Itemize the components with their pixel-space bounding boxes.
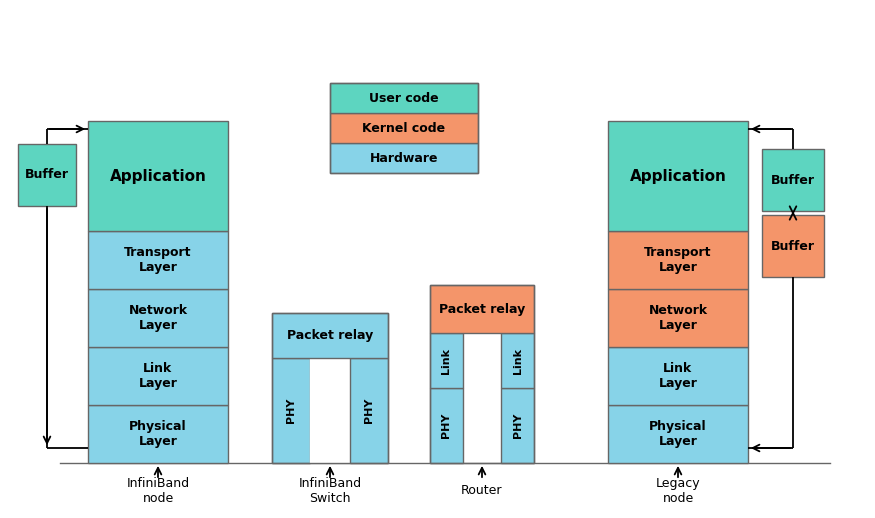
Text: PHY: PHY bbox=[442, 413, 452, 438]
Text: PHY: PHY bbox=[286, 398, 296, 423]
Text: Buffer: Buffer bbox=[771, 239, 815, 252]
FancyBboxPatch shape bbox=[430, 333, 463, 388]
Text: PHY: PHY bbox=[513, 413, 522, 438]
FancyBboxPatch shape bbox=[430, 388, 463, 463]
Text: Network
Layer: Network Layer bbox=[648, 304, 708, 332]
FancyBboxPatch shape bbox=[762, 215, 824, 277]
Text: Network
Layer: Network Layer bbox=[129, 304, 187, 332]
FancyBboxPatch shape bbox=[310, 358, 350, 463]
FancyBboxPatch shape bbox=[762, 149, 824, 211]
FancyBboxPatch shape bbox=[88, 289, 228, 347]
Text: Packet relay: Packet relay bbox=[439, 303, 525, 315]
FancyBboxPatch shape bbox=[272, 358, 310, 463]
Text: Link: Link bbox=[513, 348, 522, 373]
FancyBboxPatch shape bbox=[88, 231, 228, 289]
FancyBboxPatch shape bbox=[350, 358, 388, 463]
FancyBboxPatch shape bbox=[88, 347, 228, 405]
Text: Router: Router bbox=[461, 484, 503, 497]
FancyBboxPatch shape bbox=[608, 231, 748, 289]
Text: Packet relay: Packet relay bbox=[287, 329, 373, 342]
FancyBboxPatch shape bbox=[608, 121, 748, 231]
Text: Link: Link bbox=[442, 348, 452, 373]
Text: Kernel code: Kernel code bbox=[362, 122, 445, 135]
FancyBboxPatch shape bbox=[88, 405, 228, 463]
Text: InfiniBand
node: InfiniBand node bbox=[127, 477, 190, 505]
FancyBboxPatch shape bbox=[330, 113, 478, 143]
Text: InfiniBand
Switch: InfiniBand Switch bbox=[298, 477, 361, 505]
FancyBboxPatch shape bbox=[430, 285, 534, 333]
Text: Legacy
node: Legacy node bbox=[655, 477, 700, 505]
Text: Link
Layer: Link Layer bbox=[138, 362, 178, 390]
Text: Physical
Layer: Physical Layer bbox=[649, 420, 707, 448]
FancyBboxPatch shape bbox=[88, 121, 228, 231]
Text: Link
Layer: Link Layer bbox=[659, 362, 697, 390]
Text: Physical
Layer: Physical Layer bbox=[130, 420, 187, 448]
Text: User code: User code bbox=[369, 92, 439, 105]
Text: Hardware: Hardware bbox=[370, 151, 438, 165]
FancyBboxPatch shape bbox=[501, 333, 534, 388]
FancyBboxPatch shape bbox=[501, 388, 534, 463]
FancyBboxPatch shape bbox=[18, 144, 76, 206]
Text: Buffer: Buffer bbox=[771, 174, 815, 186]
Text: Application: Application bbox=[109, 168, 206, 183]
Text: Transport
Layer: Transport Layer bbox=[644, 246, 711, 274]
FancyBboxPatch shape bbox=[608, 405, 748, 463]
FancyBboxPatch shape bbox=[330, 143, 478, 173]
FancyBboxPatch shape bbox=[330, 83, 478, 113]
Text: Buffer: Buffer bbox=[25, 168, 69, 181]
Text: Application: Application bbox=[630, 168, 726, 183]
FancyBboxPatch shape bbox=[608, 289, 748, 347]
Text: PHY: PHY bbox=[364, 398, 374, 423]
FancyBboxPatch shape bbox=[608, 347, 748, 405]
Text: Transport
Layer: Transport Layer bbox=[124, 246, 192, 274]
FancyBboxPatch shape bbox=[272, 313, 388, 358]
